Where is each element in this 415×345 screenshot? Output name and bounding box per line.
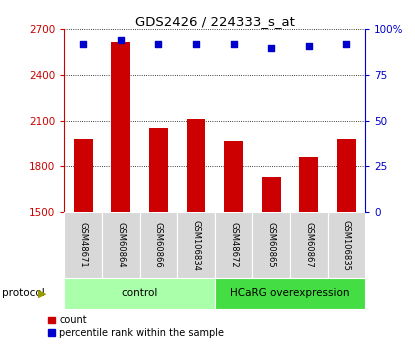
Text: ▶: ▶ — [38, 288, 46, 298]
Text: GSM106834: GSM106834 — [191, 219, 200, 270]
Text: GSM60864: GSM60864 — [116, 222, 125, 268]
Text: protocol: protocol — [2, 288, 45, 298]
Point — [268, 45, 274, 50]
Text: GSM60867: GSM60867 — [304, 222, 313, 268]
Text: GSM60866: GSM60866 — [154, 222, 163, 268]
Bar — [215, 278, 365, 309]
Bar — [224, 140, 243, 345]
Point — [305, 43, 312, 49]
Text: control: control — [121, 288, 158, 298]
Text: HCaRG overexpression: HCaRG overexpression — [230, 288, 350, 298]
Bar — [64, 278, 215, 309]
Legend: count, percentile rank within the sample: count, percentile rank within the sample — [49, 315, 224, 338]
Text: GSM48671: GSM48671 — [78, 222, 88, 268]
Text: GSM60865: GSM60865 — [267, 222, 276, 268]
Bar — [139, 212, 177, 278]
Point — [117, 38, 124, 43]
Bar — [177, 212, 215, 278]
Bar — [149, 128, 168, 345]
Bar — [102, 212, 139, 278]
Point — [80, 41, 86, 47]
Point — [193, 41, 199, 47]
Title: GDS2426 / 224333_s_at: GDS2426 / 224333_s_at — [135, 15, 295, 28]
Bar — [327, 212, 365, 278]
Text: GSM48672: GSM48672 — [229, 222, 238, 268]
Bar — [111, 41, 130, 345]
Bar — [262, 177, 281, 345]
Point — [230, 41, 237, 47]
Text: GSM106835: GSM106835 — [342, 219, 351, 270]
Bar — [187, 119, 205, 345]
Bar — [252, 212, 290, 278]
Bar — [337, 139, 356, 345]
Bar — [64, 212, 102, 278]
Bar — [299, 157, 318, 345]
Bar — [215, 212, 252, 278]
Point — [155, 41, 162, 47]
Bar — [74, 139, 93, 345]
Bar — [290, 212, 327, 278]
Point — [343, 41, 350, 47]
